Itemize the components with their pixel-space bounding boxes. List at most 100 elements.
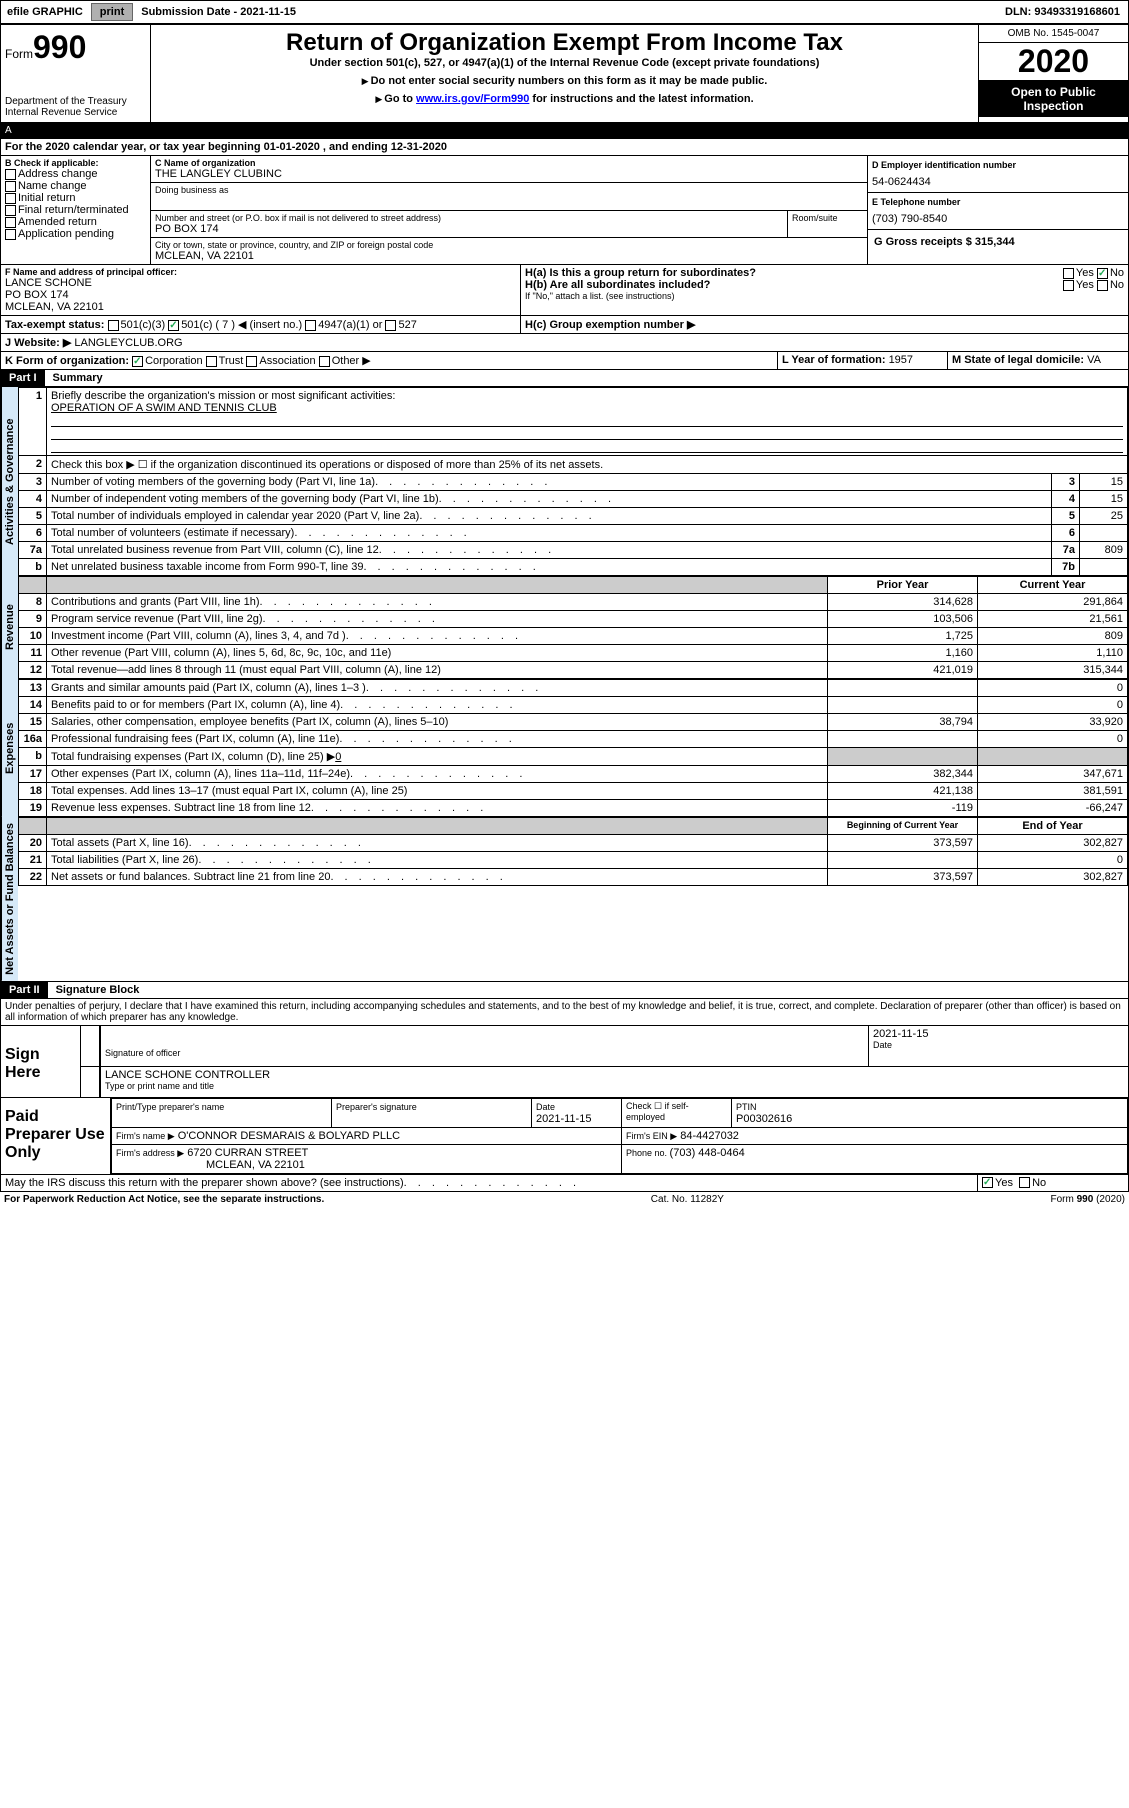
- city-state-zip: MCLEAN, VA 22101: [155, 250, 863, 262]
- box-e-label: E Telephone number: [872, 197, 1124, 207]
- chk-other[interactable]: [319, 356, 330, 367]
- box-d-label: D Employer identification number: [872, 160, 1124, 170]
- subdate-label: Submission Date - 2021-11-15: [135, 6, 302, 18]
- part1-header: Part I: [1, 370, 45, 386]
- officer-addr2: MCLEAN, VA 22101: [5, 301, 516, 313]
- mission: OPERATION OF A SWIM AND TENNIS CLUB: [51, 402, 277, 414]
- chk-initial[interactable]: Initial return: [5, 192, 146, 204]
- chk-assoc[interactable]: [246, 356, 257, 367]
- ha-line: H(a) Is this a group return for subordin…: [525, 267, 1124, 279]
- form-title: Return of Organization Exempt From Incom…: [155, 29, 974, 57]
- firm-ein: 84-4427032: [680, 1130, 739, 1142]
- paid-prep-label: Paid Preparer Use Only: [1, 1098, 111, 1174]
- v4: 15: [1080, 491, 1128, 508]
- tax-year: 2020: [979, 43, 1128, 81]
- city-label: City or town, state or province, country…: [155, 240, 863, 250]
- irs: Internal Revenue Service: [5, 107, 146, 118]
- expenses-table: 13Grants and similar amounts paid (Part …: [18, 679, 1128, 817]
- subtitle-2: Do not enter social security numbers on …: [371, 75, 768, 87]
- footer-left: For Paperwork Reduction Act Notice, see …: [4, 1194, 324, 1205]
- chk-corp[interactable]: [132, 356, 143, 367]
- chk-final[interactable]: Final return/terminated: [5, 204, 146, 216]
- v6: [1080, 525, 1128, 542]
- chk-501c[interactable]: [168, 320, 179, 331]
- dln: DLN: 93493319168601: [1005, 6, 1128, 18]
- ein: 54-0624434: [872, 176, 1124, 188]
- discuss-no[interactable]: [1019, 1177, 1030, 1188]
- v7b: [1080, 559, 1128, 576]
- phone: (703) 790-8540: [872, 213, 1124, 225]
- revenue-table: Prior YearCurrent Year 8Contributions an…: [18, 576, 1128, 679]
- chk-amended[interactable]: Amended return: [5, 216, 146, 228]
- discuss-yes[interactable]: [982, 1177, 993, 1188]
- subtitle-1: Under section 501(c), 527, or 4947(a)(1)…: [155, 57, 974, 69]
- gross-receipts: G Gross receipts $ 315,344: [868, 230, 1128, 254]
- line-a: A: [0, 123, 1129, 139]
- side-activities: Activities & Governance: [1, 387, 18, 576]
- v5: 25: [1080, 508, 1128, 525]
- irs-link[interactable]: www.irs.gov/Form990: [416, 93, 529, 105]
- chk-trust[interactable]: [206, 356, 217, 367]
- v3: 15: [1080, 474, 1128, 491]
- tax-year-line: For the 2020 calendar year, or tax year …: [1, 139, 1128, 155]
- footer-right: Form 990 (2020): [1051, 1194, 1125, 1205]
- prep-date: 2021-11-15: [536, 1113, 591, 1125]
- side-netassets: Net Assets or Fund Balances: [1, 817, 18, 981]
- identity-block: B Check if applicable: Address change Na…: [0, 156, 1129, 265]
- officer-addr1: PO BOX 174: [5, 289, 516, 301]
- ha-no-checked: [1097, 268, 1108, 279]
- hb-line: H(b) Are all subordinates included? Yes …: [525, 279, 1124, 291]
- dba-label: Doing business as: [155, 185, 863, 195]
- side-expenses: Expenses: [1, 679, 18, 817]
- dept-treasury: Department of the Treasury: [5, 96, 146, 107]
- sig-declaration: Under penalties of perjury, I declare th…: [0, 999, 1129, 1026]
- side-revenue: Revenue: [1, 576, 18, 679]
- part1-title: Summary: [45, 372, 103, 384]
- room-label: Room/suite: [787, 211, 867, 237]
- firm-name: O'CONNOR DESMARAIS & BOLYARD PLLC: [178, 1130, 400, 1142]
- officer-group-block: F Name and address of principal officer:…: [0, 265, 1129, 316]
- org-name: THE LANGLEY CLUBINC: [155, 168, 863, 180]
- officer-name: LANCE SCHONE: [5, 277, 516, 289]
- print-button[interactable]: print: [91, 3, 133, 21]
- signer-name: LANCE SCHONE CONTROLLER: [105, 1069, 1124, 1081]
- box-c-label: C Name of organization: [155, 158, 863, 168]
- chk-4947[interactable]: [305, 320, 316, 331]
- summary-table: 1 Briefly describe the organization's mi…: [18, 387, 1128, 576]
- hc-line: H(c) Group exemption number ▶: [521, 316, 1128, 333]
- signer-name-label: Type or print name and title: [105, 1081, 1124, 1091]
- paid-preparer-block: Paid Preparer Use Only Print/Type prepar…: [0, 1098, 1129, 1175]
- chk-name[interactable]: Name change: [5, 180, 146, 192]
- box-i-label: Tax-exempt status:: [5, 319, 104, 331]
- form-990-page: efile GRAPHIC print Submission Date - 20…: [0, 0, 1129, 1207]
- ptin: P00302616: [736, 1113, 792, 1125]
- form-number: Form990: [5, 29, 146, 66]
- part2-title: Signature Block: [48, 984, 140, 996]
- chk-527[interactable]: [385, 320, 396, 331]
- addr-label: Number and street (or P.O. box if mail i…: [155, 213, 783, 223]
- sign-here-label: Sign Here: [1, 1026, 81, 1097]
- sig-date: 2021-11-15: [873, 1028, 1124, 1040]
- chk-address[interactable]: Address change: [5, 168, 146, 180]
- year-formation: 1957: [889, 354, 913, 366]
- firm-addr: 6720 CURRAN STREET: [187, 1147, 308, 1159]
- state-domicile: VA: [1087, 354, 1101, 366]
- omb-number: OMB No. 1545-0047: [979, 25, 1128, 43]
- sig-date-label: Date: [873, 1040, 1124, 1050]
- box-b-header: B Check if applicable:: [5, 158, 146, 168]
- box-j-label: J Website: ▶: [5, 337, 71, 349]
- chk-pending[interactable]: Application pending: [5, 228, 146, 240]
- v7a: 809: [1080, 542, 1128, 559]
- box-k-label: K Form of organization:: [5, 355, 129, 367]
- hb-note: If "No," attach a list. (see instruction…: [525, 291, 1124, 301]
- open-public: Open to Public Inspection: [979, 81, 1128, 117]
- topbar: efile GRAPHIC print Submission Date - 20…: [0, 0, 1129, 24]
- netassets-table: Beginning of Current YearEnd of Year 20T…: [18, 817, 1128, 886]
- firm-phone: (703) 448-0464: [670, 1147, 745, 1159]
- page-footer: For Paperwork Reduction Act Notice, see …: [0, 1192, 1129, 1207]
- chk-501c3[interactable]: [108, 320, 119, 331]
- discuss-question: May the IRS discuss this return with the…: [5, 1177, 404, 1189]
- box-f-label: F Name and address of principal officer:: [5, 267, 516, 277]
- footer-mid: Cat. No. 11282Y: [651, 1194, 724, 1205]
- efile-label: efile GRAPHIC: [1, 6, 89, 18]
